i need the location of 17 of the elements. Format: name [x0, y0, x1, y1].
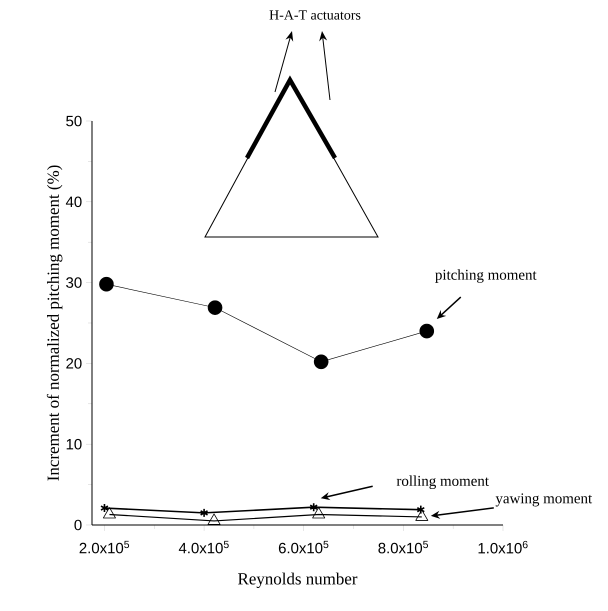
x-tick-label: 2.0x10$^{5}$: [80, 540, 130, 554]
x-tick-label: 6.0x10$^{5}$: [278, 540, 328, 554]
y-tick-label: 30: [66, 277, 82, 288]
x-tick-label: 1.0x10$^{6}$: [478, 540, 528, 554]
y-tick-label: 20: [66, 358, 82, 369]
y-tick-label: 10: [66, 438, 82, 450]
text: yawing moment: [496, 493, 592, 506]
text: pitching moment: [435, 269, 537, 283]
y-tick-label: 40: [66, 196, 82, 208]
text: H-A-T actuators: [270, 10, 360, 20]
x-tick-label: 4.0x10$^{5}$: [178, 540, 229, 554]
y-axis-title: Increment of normalized pitching moment (%): [46, 165, 62, 481]
y-tick-label: 0: [74, 520, 82, 530]
y-tick-label: 50: [66, 116, 82, 126]
x-tick-label: 8.0x10$^{5}$: [378, 540, 428, 554]
legend-label: rolling moment: [396, 475, 489, 490]
x-axis-title: Reynolds number: [238, 572, 358, 588]
